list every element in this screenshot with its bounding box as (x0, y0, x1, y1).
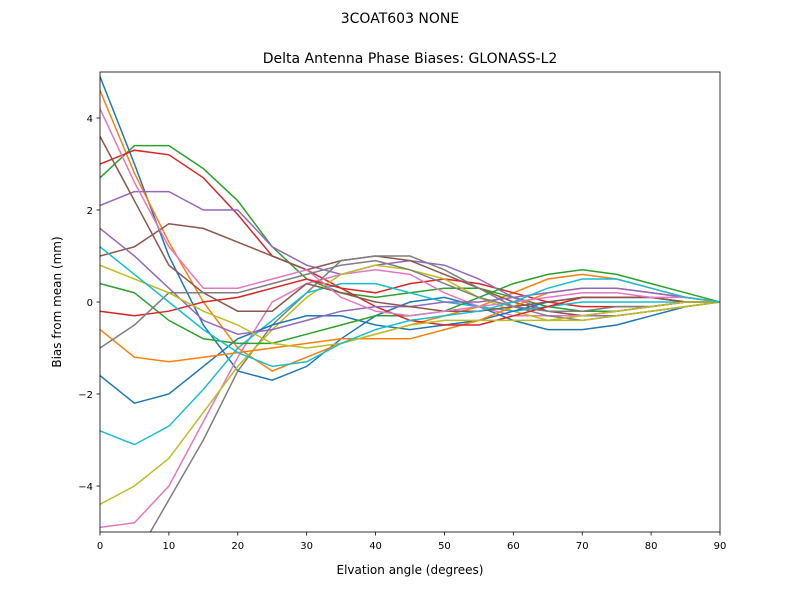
x-tick-label: 80 (645, 541, 658, 552)
x-tick-label: 0 (97, 541, 103, 552)
x-tick-label: 40 (369, 541, 382, 552)
x-tick-label: 10 (163, 541, 176, 552)
y-axis-label: Bias from mean (mm) (50, 236, 64, 367)
y-tick-label: 2 (87, 206, 93, 217)
y-tick-label: −2 (78, 390, 93, 401)
x-tick-label: 60 (507, 541, 520, 552)
y-tick-label: −4 (78, 482, 93, 493)
x-tick-label: 90 (714, 541, 727, 552)
series-line (100, 246, 720, 368)
x-tick-label: 30 (300, 541, 313, 552)
plot-lines (100, 76, 720, 532)
series-line (100, 76, 720, 381)
suptitle: 3COAT603 NONE (341, 11, 459, 27)
x-tick-label: 20 (231, 541, 244, 552)
x-tick-label: 70 (576, 541, 589, 552)
y-tick-label: 0 (87, 298, 93, 309)
series-line (100, 282, 720, 446)
series-line (100, 259, 720, 349)
series-line (100, 264, 720, 349)
x-tick-label: 50 (438, 541, 451, 552)
chart-title: Delta Antenna Phase Biases: GLONASS-L2 (263, 51, 558, 67)
x-axis-label: Elvation angle (degrees) (337, 563, 484, 577)
y-tick-label: 4 (87, 114, 93, 125)
series-line (100, 108, 720, 317)
